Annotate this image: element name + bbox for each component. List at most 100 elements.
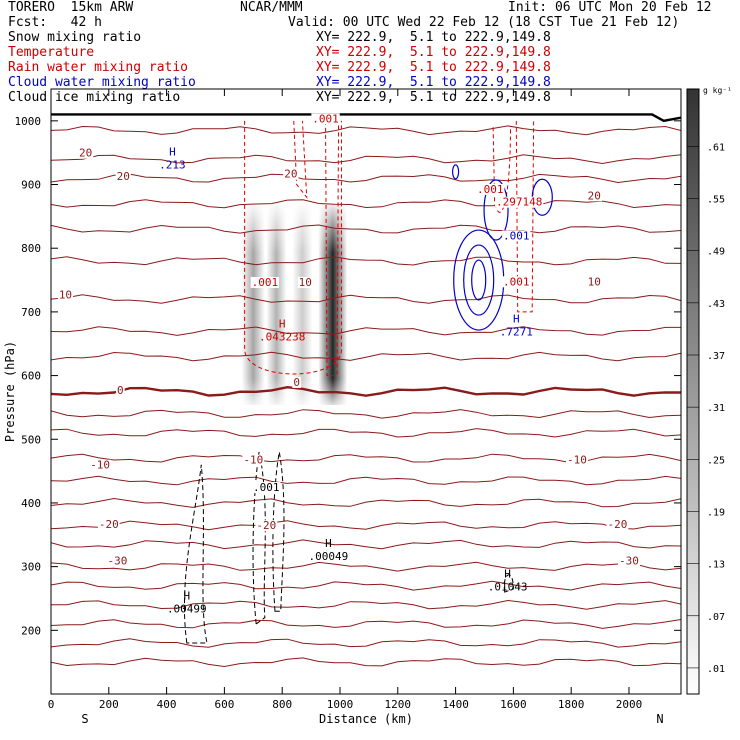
colorbar-tick-label: .07 [707,612,725,623]
x-tick-label: 200 [99,698,119,711]
temperature-label: 20 [586,189,602,202]
label-bg [566,454,588,466]
x-tick-label: 1200 [385,698,412,711]
temperature-label: 20 [78,147,94,160]
temperature-contour [51,154,681,165]
field-xy-cloud-water: XY= 222.9, 5.1 to 222.9,149.8 [316,75,551,90]
max-value-label: .7271 [500,325,533,338]
cloud-water-contour [463,244,495,316]
label-text: -30 [619,554,639,567]
x-tick-label: 1800 [558,698,585,711]
label-text: -20 [607,518,627,531]
x-tick-label: 1000 [327,698,354,711]
temperature-label: 20 [283,168,299,181]
label-bg [78,147,94,159]
temperature-label: -10 [89,459,112,472]
temperature-contour [51,561,681,572]
label-bg [250,276,280,288]
snow-shade-band [292,205,313,405]
label-bg [283,168,299,180]
temperature-contour [51,497,681,508]
org-label: NCAR/MMM [240,0,303,15]
label-bg [97,518,120,530]
y-tick-label: 400 [21,497,41,510]
label-text: 20 [284,168,297,181]
label-text: .001 [312,112,339,125]
contour-value-label: .001 [252,481,281,494]
temperature-contour [51,125,681,136]
init-time: Init: 06 UTC Mon 20 Feb 12 [508,0,712,15]
label-bg [495,196,544,208]
label-text: .001 [253,481,280,494]
valid-time: Valid: 00 UTC Wed 22 Feb 12 (18 CST Tue … [288,15,680,30]
field-name-cloud-ice: Cloud ice mixing ratio [8,90,181,105]
temperature-contour [51,224,681,234]
plot-frame [50,88,682,695]
cloud-water-contour [451,164,460,180]
colorbar-units: g kg⁻¹ [703,86,732,95]
temperature-label: -20 [255,519,278,532]
cloud-ice-contour [252,451,266,625]
max-marker: H [184,589,191,602]
label-bg [255,520,278,532]
field-xy-temperature: XY= 222.9, 5.1 to 222.9,149.8 [316,45,551,60]
contour-value-label: .001 [250,276,280,289]
cloud-water-contour [483,179,509,241]
temperature-contour [51,599,681,610]
temperature-label: 10 [297,276,313,289]
colorbar-tick-label: .31 [707,403,725,414]
label-bg [106,555,129,567]
colorbar [686,88,700,695]
y-tick-label: 300 [21,561,41,574]
cloud-ice-contour [503,574,514,593]
label-bg [606,518,629,530]
contour-value-label: .001 [502,275,531,288]
label-text: .297148 [496,196,542,209]
model-title: TORERO 15km ARW [8,0,134,15]
y-tick-label: 200 [21,624,41,637]
field-xy-snow: XY= 222.9, 5.1 to 222.9,149.8 [316,30,551,45]
label-text: -30 [108,554,128,567]
x-tick-label: 1400 [442,698,469,711]
y-axis-title: Pressure (hPa) [3,341,17,442]
colorbar-tick-label: .49 [707,247,725,258]
north-label: N [656,712,663,726]
label-bg [502,230,531,242]
temperature-contour [51,428,681,438]
colorbar-tick-label: .25 [707,455,725,466]
label-text: 20 [588,189,601,202]
temperature-label: 0 [116,384,125,397]
max-marker: H [504,568,511,581]
label-text: 10 [299,276,312,289]
label-bg [57,289,74,301]
temperature-label: -20 [606,518,629,531]
max-marker: H [325,537,332,550]
colorbar-tick-label: .37 [707,351,725,362]
max-marker: H [169,145,176,158]
label-text: 10 [59,289,72,302]
x-tick-label: 600 [214,698,234,711]
field-xy-cloud-ice: XY= 222.9, 5.1 to 222.9,149.8 [316,90,551,105]
x-axis-title: Distance (km) [319,712,413,726]
temperature-label: -10 [566,454,588,467]
label-text: -10 [567,454,587,467]
colorbar-tick-label: .19 [707,507,725,518]
max-value-label: .213 [159,158,186,171]
x-tick-label: 400 [157,698,177,711]
snow-shade-band [266,205,287,405]
temperature-label: -20 [97,518,120,531]
colorbar-tick-label: .61 [707,142,725,153]
temperature-contour [51,520,681,531]
temperature-contour [51,351,681,362]
colorbar-tick-label: .55 [707,195,725,206]
temperature-contour [51,326,681,336]
snow-shade-band [241,205,265,405]
label-bg [116,385,125,397]
label-bg [311,113,340,125]
rain-water-contour [244,120,342,375]
rain-water-contour [325,120,340,377]
label-text: .001 [252,276,279,289]
temperature-contour [51,385,681,397]
cloud-ice-contour [272,451,285,612]
label-text: -20 [99,518,119,531]
